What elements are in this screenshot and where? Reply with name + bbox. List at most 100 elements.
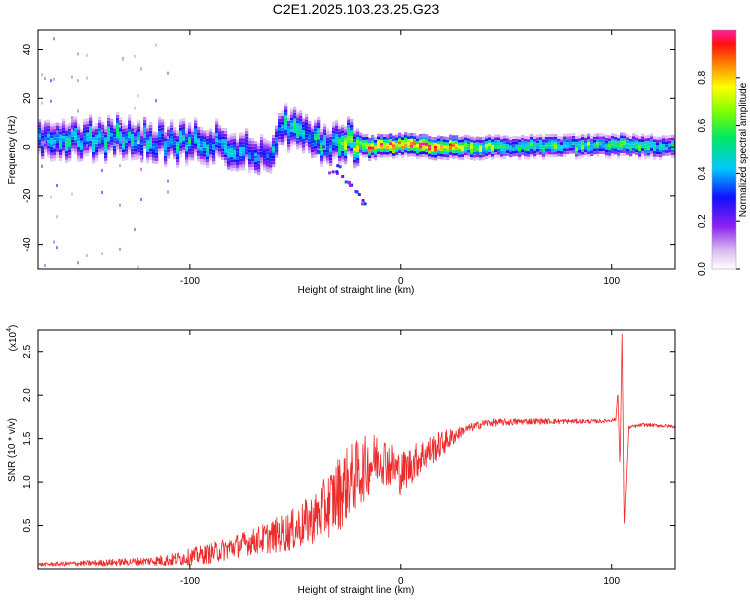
spectrogram-cell	[437, 141, 441, 145]
spectrogram-cell	[236, 160, 240, 163]
spectrogram-cell	[299, 110, 303, 113]
spectrogram-cell	[584, 140, 588, 144]
spectrogram-cell	[545, 151, 549, 155]
spectrogram-cell	[284, 106, 288, 109]
spectrogram-cell	[305, 137, 309, 141]
spectrogram-cell	[242, 147, 246, 151]
spectrogram-cell	[101, 142, 105, 145]
spectrogram-cell	[611, 133, 615, 136]
spectrogram-cell	[659, 151, 663, 155]
spectrogram-cell	[203, 142, 207, 145]
spectrogram-cell	[461, 148, 465, 152]
spectrogram-cell	[74, 119, 78, 123]
spectrogram-cell	[407, 136, 411, 139]
spectrogram-cell	[128, 143, 132, 147]
spectrogram-cell	[275, 143, 279, 146]
spectrogram-cell	[41, 124, 45, 127]
spectrogram-cell	[194, 149, 198, 153]
snr-x-ticks: -100 0 100	[180, 330, 621, 587]
spectrogram-cell	[242, 161, 246, 165]
spectrogram-cell	[125, 154, 129, 158]
spectrogram-cell	[113, 134, 117, 137]
spectrogram-cell	[536, 134, 540, 138]
spectrogram-cell	[575, 156, 579, 160]
snr-frame	[37, 329, 676, 570]
snr-panel: -100 0 100 0.51.01.52.02.5 (x104) Height o…	[6, 325, 676, 596]
spectrogram-cell	[77, 144, 81, 147]
spectrogram-cell	[161, 119, 165, 122]
spectrogram-cell	[131, 154, 135, 158]
spectrogram-cell	[419, 148, 423, 152]
spectrogram-cell	[101, 190, 103, 194]
spectrogram-cell	[482, 151, 486, 155]
spectrogram-cell	[321, 145, 325, 149]
spectrogram-cell	[440, 136, 444, 139]
spectrogram-cell	[191, 140, 195, 143]
spectrogram-cell	[362, 154, 366, 158]
spectrogram-cell	[80, 152, 84, 156]
spectrogram-cell	[164, 147, 168, 150]
spectrogram-cell	[44, 126, 48, 129]
spectrogram-cell	[89, 143, 93, 147]
spectrogram-cell	[530, 134, 534, 137]
spectrogram-cell	[122, 122, 126, 126]
spectrogram-cell	[410, 147, 414, 151]
spectrogram-cell	[281, 130, 285, 134]
spectrogram-cell	[470, 157, 474, 160]
spectrogram-cell	[473, 137, 477, 141]
spectrogram-cell	[77, 123, 81, 127]
spectrogram-cell	[593, 139, 597, 143]
spectrogram-cell	[608, 135, 612, 139]
spectrogram-cell	[290, 126, 294, 129]
spectrogram-cell	[479, 143, 483, 146]
spectrogram-cell	[578, 144, 582, 147]
spectrogram-cell	[593, 145, 597, 149]
spectrogram-cell	[347, 145, 351, 149]
spectrogram-cell	[182, 120, 186, 124]
spectrogram-cell	[194, 120, 198, 123]
spectrogram-cell	[290, 132, 294, 135]
spectrogram-cell	[473, 146, 477, 149]
spectrogram-cell	[377, 133, 381, 137]
spectrogram-cell	[644, 138, 648, 142]
spectrogram-cell	[476, 154, 480, 157]
spectrogram-cell	[224, 139, 228, 143]
spectrogram-cell	[77, 52, 79, 56]
spectrogram-cell	[107, 150, 111, 153]
spectrogram-cell	[56, 143, 60, 146]
spectrogram-cell	[176, 165, 180, 169]
spectrogram-cell	[392, 138, 396, 142]
spectrogram-cell	[47, 145, 51, 149]
spectrogram-cell	[491, 142, 495, 145]
spectrogram-cell	[374, 145, 378, 149]
spectrogram-cell	[107, 123, 111, 127]
spectrogram-cell	[170, 136, 174, 140]
spectrogram-cell	[536, 140, 540, 144]
spectrogram-cell	[554, 148, 558, 152]
spectrogram-cell	[140, 150, 144, 154]
spectrogram-cell	[110, 145, 114, 148]
spectrogram-cell	[269, 141, 273, 145]
spectrogram-cell	[164, 164, 168, 168]
spectrogram-cell	[65, 148, 69, 151]
spectrogram-cell	[557, 138, 561, 142]
spectrogram-cell	[461, 151, 465, 154]
spectrogram-cell	[53, 143, 57, 147]
spectrogram-cell	[293, 136, 297, 139]
spectrogram-cell	[74, 128, 78, 131]
spectrogram-cell	[512, 139, 516, 142]
spectrogram-cell	[185, 136, 189, 140]
spectrogram-cell	[482, 142, 486, 146]
spectrogram-cell	[512, 153, 516, 157]
spectrogram-cell	[104, 126, 108, 129]
spectrogram-cell	[539, 148, 543, 152]
spectrogram-cell	[188, 125, 192, 129]
spectrogram-cell	[674, 139, 675, 142]
spectrogram-cell	[167, 138, 171, 141]
spectrogram-cell	[449, 152, 453, 155]
spectrogram-cell	[608, 150, 612, 153]
spectrogram-cell	[635, 140, 639, 144]
spectrogram-cell	[647, 135, 651, 138]
spectrogram-cell	[50, 127, 52, 131]
spectrogram-cell	[515, 147, 519, 151]
